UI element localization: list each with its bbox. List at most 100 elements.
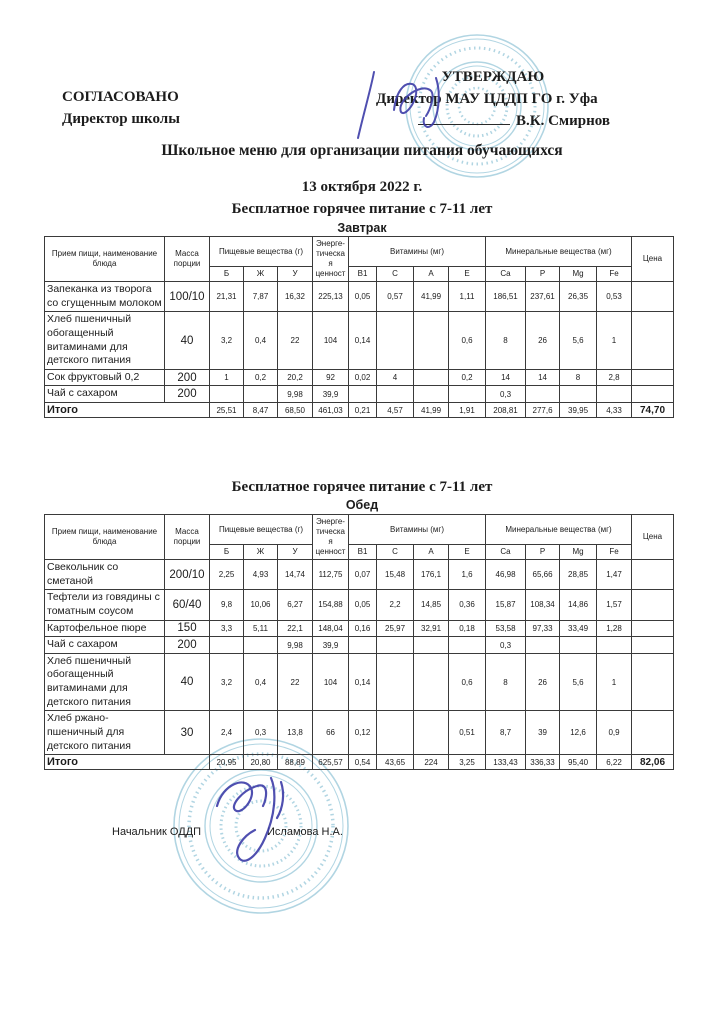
value-cell bbox=[376, 636, 415, 654]
total-row: Итого 25,51 8,47 68,50 461,03 0,21 4,57 41,99 1,… bbox=[44, 402, 675, 419]
col-header-fe: Fe bbox=[596, 544, 633, 560]
menu-row: Чай с сахаром 200 9,98 39,9 0,3 bbox=[44, 385, 675, 404]
head-signature bbox=[215, 776, 285, 862]
col-header-protein: Б bbox=[209, 544, 244, 560]
value-cell: 1 bbox=[596, 311, 633, 370]
value-cell bbox=[448, 636, 487, 654]
total-value-cell: 88,89 bbox=[276, 754, 314, 771]
total-value-cell: 95,40 bbox=[559, 754, 598, 771]
value-cell: 0,02 bbox=[348, 368, 378, 387]
col-header-a: A bbox=[413, 544, 450, 560]
value-cell: 6,27 bbox=[276, 589, 314, 621]
value-cell: 2,25 bbox=[209, 558, 244, 591]
total-value-cell: 0,21 bbox=[348, 402, 378, 419]
value-cell: 8 bbox=[559, 368, 598, 387]
value-cell: 0,05 bbox=[348, 280, 378, 313]
value-cell bbox=[631, 619, 675, 638]
value-cell: 21,31 bbox=[209, 280, 244, 313]
value-cell: 39 bbox=[525, 710, 561, 756]
col-header-dish: Прием пищи, наименование блюда bbox=[44, 236, 165, 282]
mass-cell: 30 bbox=[164, 710, 210, 756]
value-cell bbox=[413, 710, 450, 756]
col-header-a: A bbox=[413, 266, 450, 282]
value-cell: 22 bbox=[276, 652, 314, 712]
dish-name-cell: Чай с сахаром bbox=[44, 385, 165, 404]
value-cell: 5,6 bbox=[559, 311, 598, 370]
section-title-breakfast: Бесплатное горячее питание с 7-11 лет bbox=[231, 201, 493, 217]
meal-label-lunch: Обед bbox=[345, 498, 379, 512]
value-cell: 1,47 bbox=[596, 558, 633, 591]
value-cell: 13,8 bbox=[276, 710, 314, 756]
value-cell bbox=[596, 636, 633, 654]
approver-name: В.К. Смирнов bbox=[515, 113, 610, 129]
value-cell bbox=[376, 311, 415, 370]
col-header-carbs: У bbox=[276, 544, 314, 560]
value-cell: 3,2 bbox=[209, 652, 244, 712]
col-header-energy: Энерге- тическа я ценност bbox=[312, 514, 350, 560]
value-cell: 1,57 bbox=[596, 589, 633, 621]
dish-name-cell: Хлеб пшеничный обогащенный витаминами дл… bbox=[44, 652, 165, 712]
col-header-c: C bbox=[376, 544, 415, 560]
value-cell: 15,48 bbox=[376, 558, 415, 591]
value-cell: 0,2 bbox=[243, 368, 278, 387]
value-cell: 0,6 bbox=[448, 652, 487, 712]
value-cell bbox=[525, 636, 561, 654]
value-cell: 0,12 bbox=[348, 710, 378, 756]
value-cell: 53,58 bbox=[485, 619, 527, 638]
value-cell: 7,87 bbox=[243, 280, 278, 313]
value-cell: 108,34 bbox=[525, 589, 561, 621]
value-cell: 14,86 bbox=[559, 589, 598, 621]
value-cell: 1,6 bbox=[448, 558, 487, 591]
value-cell: 97,33 bbox=[525, 619, 561, 638]
value-cell: 0,57 bbox=[376, 280, 415, 313]
col-header-e: E bbox=[448, 266, 487, 282]
value-cell bbox=[376, 385, 415, 404]
round-stamp-bottom bbox=[173, 738, 349, 914]
value-cell bbox=[596, 385, 633, 404]
mass-cell: 60/40 bbox=[164, 589, 210, 621]
dish-name-cell: Запеканка из творога со сгущенным молоко… bbox=[44, 280, 165, 313]
total-value-cell: 224 bbox=[413, 754, 450, 771]
agreed-block: СОГЛАСОВАНО Директор школы bbox=[62, 86, 180, 130]
col-header-b1: B1 bbox=[348, 544, 378, 560]
value-cell: 3,2 bbox=[209, 311, 244, 370]
value-cell: 28,85 bbox=[559, 558, 598, 591]
value-cell bbox=[348, 385, 378, 404]
value-cell bbox=[631, 652, 675, 712]
col-header-e: E bbox=[448, 544, 487, 560]
col-header-fat: Ж bbox=[243, 266, 278, 282]
menu-row: Запеканка из творога со сгущенным молоко… bbox=[44, 280, 675, 313]
col-header-fat: Ж bbox=[243, 544, 278, 560]
menu-row: Свекольник со сметаной 200/10 2,25 4,93 14,7… bbox=[44, 558, 675, 591]
value-cell: 22 bbox=[276, 311, 314, 370]
total-value-cell: 336,33 bbox=[525, 754, 561, 771]
col-header-energy: Энерге- тическа я ценност bbox=[312, 236, 350, 282]
col-group-minerals: Минеральные вещества (мг) bbox=[485, 236, 633, 267]
value-cell: 26 bbox=[525, 652, 561, 712]
value-cell bbox=[348, 636, 378, 654]
value-cell: 225,13 bbox=[312, 280, 350, 313]
value-cell bbox=[631, 710, 675, 756]
value-cell bbox=[525, 385, 561, 404]
value-cell: 41,99 bbox=[413, 280, 450, 313]
value-cell: 0,51 bbox=[448, 710, 487, 756]
value-cell: 0,07 bbox=[348, 558, 378, 591]
total-value-cell: 1,91 bbox=[448, 402, 487, 419]
approved-label: УТВЕРЖДАЮ bbox=[441, 69, 545, 85]
value-cell: 112,75 bbox=[312, 558, 350, 591]
value-cell bbox=[243, 385, 278, 404]
value-cell: 176,1 bbox=[413, 558, 450, 591]
signature-line bbox=[417, 110, 510, 125]
value-cell: 104 bbox=[312, 311, 350, 370]
mass-cell: 40 bbox=[164, 311, 210, 370]
value-cell bbox=[631, 280, 675, 313]
value-cell: 0,36 bbox=[448, 589, 487, 621]
value-cell: 14 bbox=[525, 368, 561, 387]
value-cell: 4 bbox=[376, 368, 415, 387]
round-stamp-top bbox=[405, 34, 549, 178]
col-header-p: P bbox=[525, 544, 561, 560]
value-cell: 5,11 bbox=[243, 619, 278, 638]
col-header-mass: Масса порции bbox=[164, 236, 210, 282]
value-cell bbox=[631, 311, 675, 370]
